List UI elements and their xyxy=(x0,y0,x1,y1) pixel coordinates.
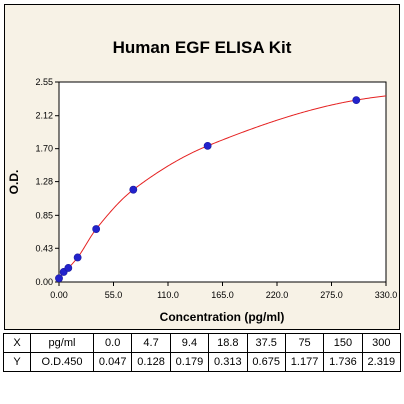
x-tick-label: 55.0 xyxy=(105,290,123,300)
y-tick-label: 0.43 xyxy=(35,243,53,253)
table-cell: 1.736 xyxy=(323,352,363,372)
table-cell: 0.179 xyxy=(169,352,210,372)
data-point xyxy=(73,253,82,262)
y-tick-label: 2.55 xyxy=(35,77,53,87)
data-point xyxy=(92,225,101,233)
x-tick-label: 110.0 xyxy=(157,290,179,300)
y-tick-label: 2.12 xyxy=(35,111,53,121)
data-point xyxy=(55,274,63,283)
data-point xyxy=(129,185,138,194)
table-cell: 0.313 xyxy=(208,352,248,372)
table-cell: 4.7 xyxy=(131,333,171,353)
table-cell: 0.0 xyxy=(92,333,133,353)
data-point xyxy=(203,141,212,150)
x-tick-label: 330.0 xyxy=(375,290,398,300)
table-cell: 75 xyxy=(284,333,325,353)
elisa-standard-curve-chart: Human EGF ELISA Kit 0.00 0.43 0.85 1.28 1.70… xyxy=(7,38,397,324)
table-cell: 2.319 xyxy=(361,352,402,372)
data-point xyxy=(352,96,361,105)
table-cell: 37.5 xyxy=(246,333,286,353)
fit-curve-line xyxy=(58,95,387,279)
x-tick-label: 0.00 xyxy=(50,290,68,300)
table-row: Y O.D.450 0.047 0.128 0.179 0.313 0.675 1.177 1.… xyxy=(3,352,402,372)
x-tick-label: 275.0 xyxy=(320,290,343,300)
table-cell: 18.8 xyxy=(208,333,248,353)
row-unit: O.D.450 xyxy=(30,352,94,372)
y-tick-label: 0.85 xyxy=(35,210,53,220)
table-cell: 0.675 xyxy=(246,352,286,372)
y-tick-label: 1.28 xyxy=(35,177,53,187)
row-label: X xyxy=(3,333,31,353)
y-axis: 0.00 0.43 0.85 1.28 1.70 2.12 2.55 xyxy=(35,77,59,287)
table-cell: 9.4 xyxy=(169,333,210,353)
y-tick-label: 1.70 xyxy=(35,144,53,154)
table-cell: 0.128 xyxy=(131,352,171,372)
y-tick-label: 0.00 xyxy=(35,277,53,287)
table-cell: 1.177 xyxy=(284,352,325,372)
row-unit: pg/ml xyxy=(30,333,94,353)
x-axis-label: Concentration (pg/ml) xyxy=(160,310,285,324)
data-point xyxy=(64,264,73,272)
x-axis: 0.00 55.0 110.0 165.0 220.0 275.0 330.0 xyxy=(50,282,397,300)
table-cell: 0.047 xyxy=(92,352,133,372)
chart-title: Human EGF ELISA Kit xyxy=(113,38,292,57)
y-axis-label: O.D. xyxy=(7,170,21,195)
table-cell: 300 xyxy=(361,333,402,353)
x-tick-label: 220.0 xyxy=(266,290,289,300)
data-points xyxy=(55,96,361,283)
x-tick-label: 165.0 xyxy=(211,290,234,300)
table-cell: 150 xyxy=(323,333,363,353)
plot-area xyxy=(58,81,387,283)
row-label: Y xyxy=(3,352,31,372)
